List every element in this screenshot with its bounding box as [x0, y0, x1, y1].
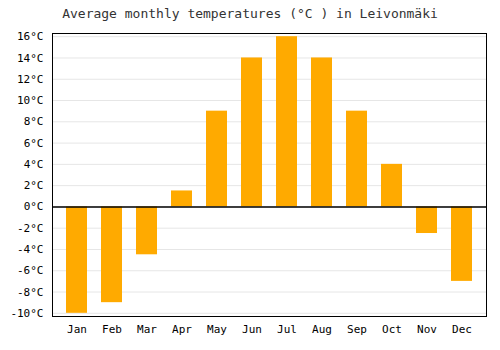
- svg-text:Mar: Mar: [137, 323, 157, 336]
- svg-text:0°C: 0°C: [24, 200, 44, 213]
- svg-text:Jan: Jan: [67, 323, 87, 336]
- svg-text:10°C: 10°C: [17, 94, 44, 107]
- svg-text:Nov: Nov: [417, 323, 437, 336]
- svg-text:Jun: Jun: [242, 323, 262, 336]
- svg-text:Apr: Apr: [172, 323, 192, 336]
- svg-text:-10°C: -10°C: [10, 307, 43, 320]
- svg-text:May: May: [207, 323, 227, 336]
- svg-text:Oct: Oct: [382, 323, 402, 336]
- svg-text:2°C: 2°C: [24, 179, 44, 192]
- svg-text:16°C: 16°C: [17, 30, 44, 43]
- svg-text:-8°C: -8°C: [17, 286, 44, 299]
- svg-text:12°C: 12°C: [17, 73, 44, 86]
- svg-text:Jul: Jul: [277, 323, 297, 336]
- svg-text:4°C: 4°C: [24, 158, 44, 171]
- svg-text:Aug: Aug: [312, 323, 332, 336]
- svg-text:Feb: Feb: [102, 323, 122, 336]
- svg-text:Sep: Sep: [347, 323, 367, 336]
- svg-text:Dec: Dec: [452, 323, 472, 336]
- svg-text:-2°C: -2°C: [17, 222, 44, 235]
- svg-text:-4°C: -4°C: [17, 243, 44, 256]
- svg-text:-6°C: -6°C: [17, 264, 44, 277]
- svg-text:8°C: 8°C: [24, 115, 44, 128]
- svg-text:14°C: 14°C: [17, 51, 44, 64]
- html-text:Average monthly temperatures (: Average monthly temperatures (°C ) in Le…: [62, 6, 438, 21]
- svg-text:6°C: 6°C: [24, 137, 44, 150]
